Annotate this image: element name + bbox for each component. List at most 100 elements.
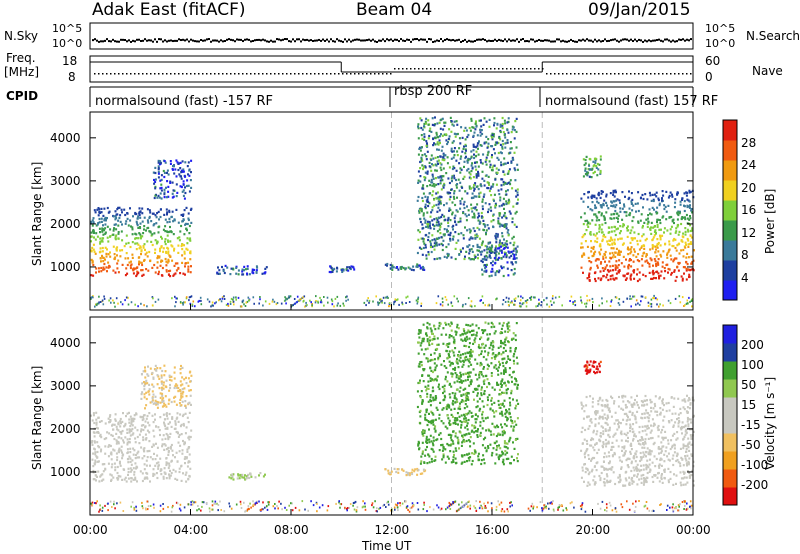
nave-point [102, 73, 104, 75]
data-point [397, 468, 400, 471]
data-point [464, 392, 467, 395]
data-point [588, 274, 590, 277]
data-point [465, 144, 467, 148]
data-point [389, 471, 392, 474]
data-point [126, 412, 129, 415]
data-point [502, 364, 505, 368]
data-point [417, 181, 420, 184]
data-point [180, 404, 183, 407]
data-point [226, 266, 229, 269]
data-point [114, 418, 117, 421]
data-point [476, 161, 478, 164]
data-point [315, 295, 317, 298]
data-point [516, 163, 519, 166]
data-point [444, 375, 447, 378]
data-point [601, 239, 604, 243]
data-point [474, 161, 476, 164]
data-point [479, 407, 482, 410]
data-point [504, 415, 507, 418]
nsky-point [434, 40, 436, 43]
data-point [152, 429, 155, 432]
data-point [347, 298, 349, 301]
data-point [178, 162, 180, 165]
data-point [431, 117, 434, 120]
data-point [125, 242, 128, 245]
data-point [417, 332, 420, 335]
data-point [120, 208, 123, 211]
data-point [632, 204, 635, 207]
data-point [231, 475, 234, 478]
data-point [154, 185, 157, 188]
data-point [435, 224, 438, 227]
data-point [498, 247, 501, 250]
data-point [147, 365, 149, 368]
data-point [490, 249, 493, 253]
data-point [165, 463, 168, 467]
data-point [179, 425, 182, 428]
data-point [421, 237, 424, 240]
data-point [155, 403, 158, 406]
data-point [481, 207, 484, 211]
data-point [109, 228, 112, 231]
nsky-point [140, 40, 142, 43]
nsky-point [594, 38, 596, 41]
data-point [496, 233, 499, 236]
nsky-point [314, 39, 316, 42]
data-point [496, 445, 498, 448]
data-point [113, 253, 116, 256]
data-point [173, 396, 175, 399]
data-point [135, 453, 137, 457]
data-point [431, 234, 434, 237]
data-point [426, 170, 429, 173]
data-point [97, 416, 100, 419]
data-point [149, 211, 152, 214]
data-point [175, 417, 178, 420]
data-point [668, 240, 671, 243]
data-point [162, 397, 165, 400]
data-point [472, 134, 475, 137]
data-point [127, 224, 130, 227]
data-point [604, 256, 607, 259]
data-point [474, 122, 477, 125]
nsky-point [164, 39, 166, 42]
data-point [688, 200, 691, 203]
data-point [433, 242, 436, 245]
data-point [495, 171, 498, 174]
data-point [619, 230, 622, 233]
nsky-point [154, 38, 156, 41]
data-point [493, 332, 496, 335]
nave-point [334, 73, 336, 75]
data-point [434, 455, 437, 458]
data-point [439, 232, 442, 235]
data-point [144, 407, 146, 410]
data-point [431, 175, 434, 178]
data-point [182, 218, 185, 221]
data-point [136, 242, 139, 245]
data-point [513, 241, 516, 244]
data-point [652, 264, 654, 267]
data-point [426, 196, 429, 199]
data-point [638, 248, 641, 251]
data-point [157, 255, 160, 258]
data-point [459, 142, 462, 145]
data-point [476, 405, 479, 408]
data-point [154, 399, 157, 402]
data-point [474, 255, 477, 258]
data-point [420, 348, 423, 351]
data-point [503, 214, 506, 217]
data-point [602, 257, 605, 260]
nsky-point [676, 40, 678, 43]
data-point [502, 131, 505, 134]
data-point [168, 436, 171, 439]
data-point [430, 250, 433, 254]
data-point [105, 437, 108, 440]
data-point [610, 247, 613, 250]
data-point [488, 393, 491, 397]
nsky-point [516, 38, 518, 41]
data-point [181, 449, 184, 452]
data-point [97, 222, 100, 225]
data-point [134, 457, 137, 460]
data-point [164, 240, 166, 243]
data-point [142, 438, 145, 442]
nave-point [254, 73, 256, 75]
